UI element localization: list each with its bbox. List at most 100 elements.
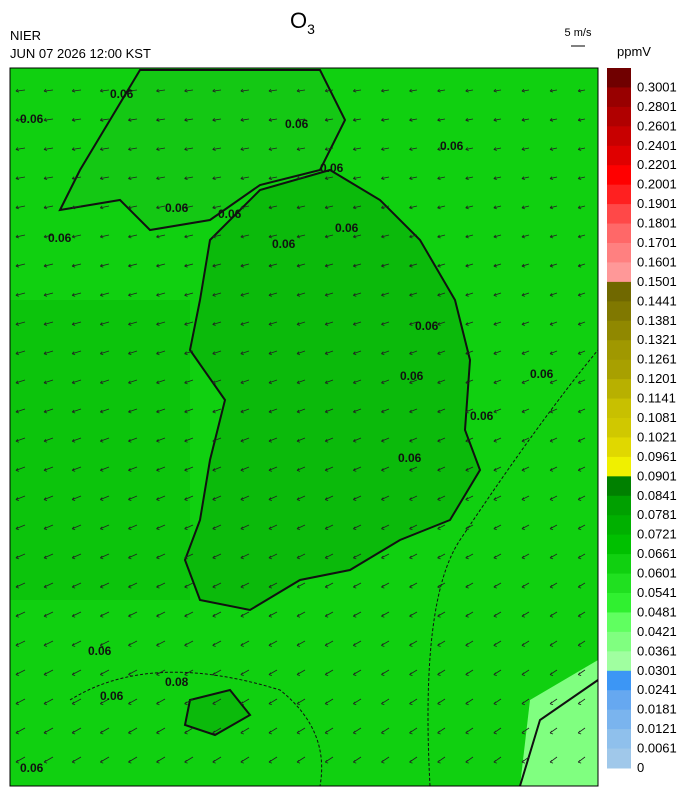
wind-arrow [549, 321, 558, 326]
colorbar: 0.3001 0.2801 0.2601 0.2401 0.2201 0.2001 0.19… [607, 68, 677, 775]
colorbar-label: 0.0481 [637, 604, 677, 619]
colorbar-label: 0.0241 [637, 682, 677, 697]
wind-arrow [437, 118, 446, 122]
wind-arrow [156, 379, 166, 385]
wind-arrow [268, 611, 278, 618]
wind-arrow [465, 611, 474, 618]
wind-arrow [352, 379, 362, 385]
colorbar-label: 0.1261 [637, 352, 677, 367]
wind-arrow [99, 205, 110, 210]
colorbar-swatch [607, 145, 631, 166]
title: O3 [290, 8, 315, 37]
wind-arrow [128, 698, 138, 706]
wind-arrow [352, 553, 362, 560]
wind-arrow [99, 524, 110, 531]
wind-arrow [521, 321, 530, 326]
colorbar-swatch [607, 379, 631, 400]
wind-arrow [43, 727, 54, 735]
wind-arrow [296, 88, 306, 93]
wind-arrow [184, 205, 194, 210]
wind-arrow [99, 408, 110, 414]
wind-arrow [156, 205, 166, 210]
colorbar-swatch [607, 670, 631, 691]
wind-arrow [296, 727, 306, 735]
wind-arrow [268, 147, 278, 151]
wind-arrow [240, 176, 250, 181]
wind-arrow [352, 88, 362, 93]
wind-arrow [465, 205, 474, 210]
wind-arrow [465, 466, 474, 472]
wind-arrow [43, 582, 54, 589]
wind-arrow [296, 495, 306, 501]
wind-arrow [521, 234, 530, 239]
wind-arrow [15, 88, 26, 93]
wind-arrow [156, 698, 166, 706]
wind-arrow [352, 350, 362, 356]
wind-arrow [128, 756, 138, 764]
wind-arrow [15, 205, 26, 210]
wind-arrow [268, 669, 278, 676]
wind-arrow [493, 118, 502, 122]
colorbar-swatch [607, 106, 631, 127]
wind-arrow [43, 640, 54, 647]
wind-arrow [128, 263, 138, 268]
wind-arrow [296, 350, 306, 356]
wind-arrow [212, 756, 222, 764]
wind-arrow [577, 205, 586, 210]
wind-arrow [437, 640, 446, 647]
wind-arrow [577, 756, 586, 764]
wind-arrow [465, 263, 474, 268]
wind-arrow [184, 756, 194, 764]
wind-arrow [465, 669, 474, 676]
wind-arrow [212, 176, 222, 181]
wind-arrow [128, 669, 138, 676]
wind-arrow [184, 292, 194, 297]
colorbar-label: 0.1321 [637, 332, 677, 347]
wind-arrow [71, 292, 82, 297]
wind-arrow [437, 611, 446, 618]
wind-arrow [577, 495, 586, 501]
wind-arrow [296, 524, 306, 531]
wind-arrow [212, 640, 222, 647]
colorbar-swatch [607, 243, 631, 263]
wind-arrow [549, 118, 558, 122]
wind-arrow [15, 408, 26, 414]
wind-arrow [577, 611, 586, 618]
wind-arrow [324, 495, 334, 501]
contour-label: 0.06 [285, 117, 309, 131]
wind-arrow [381, 408, 390, 414]
wind-arrow [493, 756, 502, 764]
wind-arrow [493, 611, 502, 618]
sea-shade [10, 300, 190, 600]
colorbar-label: 0.0601 [637, 566, 677, 581]
wind-arrow [577, 524, 586, 531]
wind-arrow [577, 466, 586, 472]
colorbar-label: 0.0421 [637, 624, 677, 639]
wind-arrow [549, 669, 558, 676]
wind-arrow [521, 88, 530, 93]
wind-arrow [465, 147, 474, 151]
wind-arrow [184, 640, 194, 647]
colorbar-swatch [607, 612, 631, 633]
colorbar-swatch [607, 476, 631, 497]
wind-arrow [409, 582, 418, 589]
wind-arrow [240, 727, 250, 735]
wind-arrow [493, 727, 502, 735]
wind-arrow [381, 437, 390, 443]
contour-label: 0.06 [218, 207, 242, 221]
wind-arrow [99, 698, 110, 706]
wind-arrow [296, 698, 306, 706]
wind-arrows [15, 88, 586, 764]
wind-arrow [240, 263, 250, 268]
wind-arrow [156, 263, 166, 268]
wind-arrow [240, 234, 250, 239]
wind-arrow [521, 756, 530, 764]
wind-arrow [465, 118, 474, 122]
wind-arrow [577, 176, 586, 181]
colorbar-label: 0.2601 [637, 118, 677, 133]
wind-arrow [156, 234, 166, 239]
wind-arrow [99, 611, 110, 618]
wind-arrow [268, 437, 278, 443]
wind-arrow [381, 611, 390, 618]
